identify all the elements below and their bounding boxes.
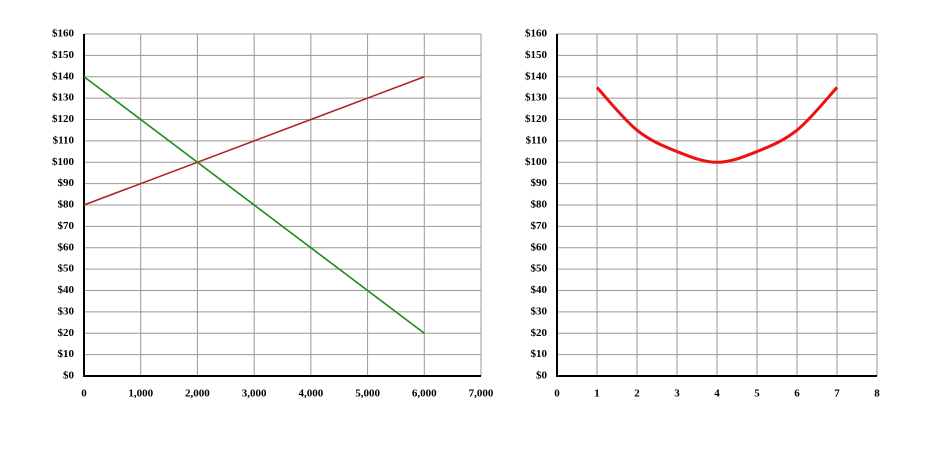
y-tick-label: $140 [525, 70, 548, 82]
y-tick-label: $100 [52, 156, 75, 168]
line [595, 86, 839, 164]
y-tick-label: $140 [52, 70, 75, 82]
y-tick-label: $50 [531, 263, 548, 275]
x-tick-label: 4,000 [298, 388, 323, 400]
y-tick-label: $160 [525, 28, 548, 40]
x-tick-label: 7 [834, 388, 840, 400]
y-tick-label: $70 [531, 220, 548, 232]
y-tick-label: $150 [525, 49, 548, 61]
y-tick-label: $40 [58, 284, 75, 296]
x-tick-label: 6,000 [412, 388, 437, 400]
line [83, 76, 425, 334]
y-tick-label: $110 [53, 134, 75, 146]
y-tick-label: $80 [531, 199, 548, 211]
x-tick-label: 0 [81, 388, 87, 400]
x-tick-label: 7,000 [469, 388, 494, 400]
y-tick-label: $90 [531, 177, 548, 189]
y-tick-label: $80 [58, 199, 75, 211]
y-tick-label: $130 [525, 92, 548, 104]
y-tick-label: $20 [531, 327, 548, 339]
y-tick-label: $120 [52, 113, 75, 125]
y-tick-label: $0 [63, 370, 75, 382]
y-tick-label: $110 [526, 134, 548, 146]
x-tick-label: 3 [674, 388, 680, 400]
line [83, 76, 425, 206]
y-tick-label: $30 [58, 305, 75, 317]
y-tick-label: $70 [58, 220, 75, 232]
y-tick-label: $60 [58, 241, 75, 253]
x-tick-label: 5,000 [355, 388, 380, 400]
x-tick-label: 5 [754, 388, 760, 400]
y-tick-label: $30 [531, 305, 548, 317]
y-tick-label: $160 [52, 28, 75, 40]
x-tick-label: 0 [554, 388, 560, 400]
y-tick-label: $40 [531, 284, 548, 296]
x-tick-label: 2,000 [185, 388, 210, 400]
y-tick-label: $90 [58, 177, 75, 189]
x-tick-label: 1,000 [128, 388, 153, 400]
x-tick-label: 2 [634, 388, 640, 400]
y-tick-label: $50 [58, 263, 75, 275]
x-tick-label: 3,000 [242, 388, 267, 400]
y-tick-label: $10 [58, 348, 75, 360]
y-tick-label: $20 [58, 327, 75, 339]
x-tick-label: 4 [714, 388, 720, 400]
x-tick-label: 1 [594, 388, 600, 400]
y-tick-label: $100 [525, 156, 548, 168]
y-tick-label: $130 [52, 92, 75, 104]
y-tick-label: $10 [531, 348, 548, 360]
y-tick-label: $60 [531, 241, 548, 253]
y-tick-label: $150 [52, 49, 75, 61]
x-tick-label: 8 [874, 388, 880, 400]
y-tick-label: $120 [525, 113, 548, 125]
x-tick-label: 6 [794, 388, 800, 400]
y-tick-label: $0 [536, 370, 548, 382]
